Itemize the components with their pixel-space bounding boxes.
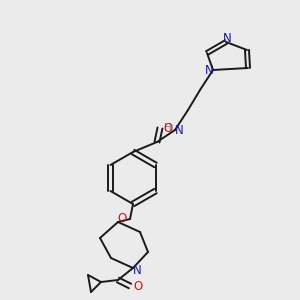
Text: O: O (134, 280, 142, 292)
Text: O: O (117, 212, 127, 226)
Text: N: N (223, 32, 231, 46)
Text: N: N (205, 64, 213, 77)
Text: H: H (164, 123, 172, 133)
Text: N: N (133, 263, 141, 277)
Text: N: N (175, 124, 183, 136)
Text: O: O (164, 122, 172, 134)
